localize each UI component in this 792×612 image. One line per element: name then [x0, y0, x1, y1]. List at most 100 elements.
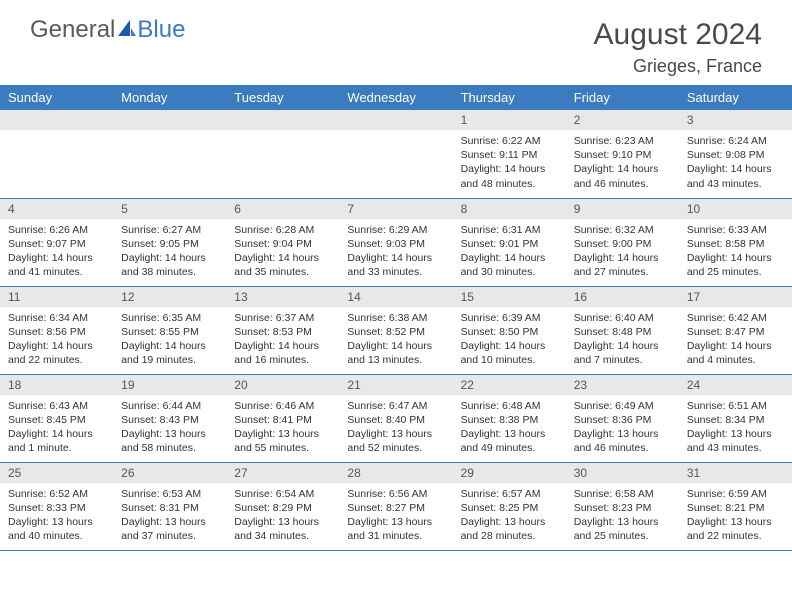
calendar-cell — [226, 110, 339, 198]
day-details: Sunrise: 6:37 AMSunset: 8:53 PMDaylight:… — [226, 307, 339, 374]
daylight-text: Daylight: 13 hours and 31 minutes. — [347, 515, 444, 543]
day-number — [339, 110, 452, 130]
calendar-cell: 7Sunrise: 6:29 AMSunset: 9:03 PMDaylight… — [339, 198, 452, 286]
day-details: Sunrise: 6:52 AMSunset: 8:33 PMDaylight:… — [0, 483, 113, 550]
sunrise-text: Sunrise: 6:51 AM — [687, 399, 784, 413]
sunset-text: Sunset: 8:40 PM — [347, 413, 444, 427]
day-details: Sunrise: 6:48 AMSunset: 8:38 PMDaylight:… — [453, 395, 566, 462]
calendar-week: 25Sunrise: 6:52 AMSunset: 8:33 PMDayligh… — [0, 462, 792, 550]
sunrise-text: Sunrise: 6:32 AM — [574, 223, 671, 237]
daylight-text: Daylight: 13 hours and 49 minutes. — [461, 427, 558, 455]
daylight-text: Daylight: 13 hours and 40 minutes. — [8, 515, 105, 543]
sunset-text: Sunset: 8:33 PM — [8, 501, 105, 515]
sunset-text: Sunset: 9:05 PM — [121, 237, 218, 251]
sunrise-text: Sunrise: 6:47 AM — [347, 399, 444, 413]
sunrise-text: Sunrise: 6:54 AM — [234, 487, 331, 501]
day-details: Sunrise: 6:42 AMSunset: 8:47 PMDaylight:… — [679, 307, 792, 374]
day-number: 8 — [453, 199, 566, 219]
sunrise-text: Sunrise: 6:35 AM — [121, 311, 218, 325]
sunset-text: Sunset: 9:07 PM — [8, 237, 105, 251]
day-details: Sunrise: 6:58 AMSunset: 8:23 PMDaylight:… — [566, 483, 679, 550]
sunrise-text: Sunrise: 6:58 AM — [574, 487, 671, 501]
calendar-cell: 23Sunrise: 6:49 AMSunset: 8:36 PMDayligh… — [566, 374, 679, 462]
day-number: 18 — [0, 375, 113, 395]
sunset-text: Sunset: 8:58 PM — [687, 237, 784, 251]
day-number: 12 — [113, 287, 226, 307]
calendar-cell: 25Sunrise: 6:52 AMSunset: 8:33 PMDayligh… — [0, 462, 113, 550]
daylight-text: Daylight: 13 hours and 22 minutes. — [687, 515, 784, 543]
weekday-header: Friday — [566, 85, 679, 110]
sunrise-text: Sunrise: 6:43 AM — [8, 399, 105, 413]
logo-text-blue: Blue — [137, 18, 185, 42]
calendar-cell: 31Sunrise: 6:59 AMSunset: 8:21 PMDayligh… — [679, 462, 792, 550]
calendar-cell: 1Sunrise: 6:22 AMSunset: 9:11 PMDaylight… — [453, 110, 566, 198]
location: Grieges, France — [594, 56, 762, 77]
daylight-text: Daylight: 13 hours and 55 minutes. — [234, 427, 331, 455]
daylight-text: Daylight: 13 hours and 58 minutes. — [121, 427, 218, 455]
daylight-text: Daylight: 14 hours and 38 minutes. — [121, 251, 218, 279]
day-details: Sunrise: 6:32 AMSunset: 9:00 PMDaylight:… — [566, 219, 679, 286]
day-number: 11 — [0, 287, 113, 307]
day-number: 31 — [679, 463, 792, 483]
sunrise-text: Sunrise: 6:37 AM — [234, 311, 331, 325]
sunset-text: Sunset: 8:43 PM — [121, 413, 218, 427]
daylight-text: Daylight: 14 hours and 19 minutes. — [121, 339, 218, 367]
calendar-cell: 10Sunrise: 6:33 AMSunset: 8:58 PMDayligh… — [679, 198, 792, 286]
day-details: Sunrise: 6:49 AMSunset: 8:36 PMDaylight:… — [566, 395, 679, 462]
day-number: 25 — [0, 463, 113, 483]
day-number: 21 — [339, 375, 452, 395]
day-number: 19 — [113, 375, 226, 395]
sunrise-text: Sunrise: 6:31 AM — [461, 223, 558, 237]
day-number: 1 — [453, 110, 566, 130]
daylight-text: Daylight: 14 hours and 25 minutes. — [687, 251, 784, 279]
sunset-text: Sunset: 8:21 PM — [687, 501, 784, 515]
day-details: Sunrise: 6:39 AMSunset: 8:50 PMDaylight:… — [453, 307, 566, 374]
day-details — [0, 130, 113, 140]
day-number — [0, 110, 113, 130]
calendar-cell: 9Sunrise: 6:32 AMSunset: 9:00 PMDaylight… — [566, 198, 679, 286]
sunrise-text: Sunrise: 6:48 AM — [461, 399, 558, 413]
day-number: 3 — [679, 110, 792, 130]
day-details: Sunrise: 6:26 AMSunset: 9:07 PMDaylight:… — [0, 219, 113, 286]
day-number: 4 — [0, 199, 113, 219]
calendar-cell: 17Sunrise: 6:42 AMSunset: 8:47 PMDayligh… — [679, 286, 792, 374]
daylight-text: Daylight: 14 hours and 22 minutes. — [8, 339, 105, 367]
calendar-cell — [0, 110, 113, 198]
day-details: Sunrise: 6:31 AMSunset: 9:01 PMDaylight:… — [453, 219, 566, 286]
calendar-week: 11Sunrise: 6:34 AMSunset: 8:56 PMDayligh… — [0, 286, 792, 374]
sunset-text: Sunset: 9:04 PM — [234, 237, 331, 251]
daylight-text: Daylight: 13 hours and 25 minutes. — [574, 515, 671, 543]
daylight-text: Daylight: 14 hours and 7 minutes. — [574, 339, 671, 367]
sunset-text: Sunset: 8:29 PM — [234, 501, 331, 515]
calendar-header-row: SundayMondayTuesdayWednesdayThursdayFrid… — [0, 85, 792, 110]
day-number: 30 — [566, 463, 679, 483]
daylight-text: Daylight: 14 hours and 1 minute. — [8, 427, 105, 455]
calendar-cell: 18Sunrise: 6:43 AMSunset: 8:45 PMDayligh… — [0, 374, 113, 462]
sunrise-text: Sunrise: 6:28 AM — [234, 223, 331, 237]
daylight-text: Daylight: 14 hours and 27 minutes. — [574, 251, 671, 279]
calendar-week: 4Sunrise: 6:26 AMSunset: 9:07 PMDaylight… — [0, 198, 792, 286]
day-details: Sunrise: 6:56 AMSunset: 8:27 PMDaylight:… — [339, 483, 452, 550]
sunset-text: Sunset: 8:53 PM — [234, 325, 331, 339]
day-details: Sunrise: 6:27 AMSunset: 9:05 PMDaylight:… — [113, 219, 226, 286]
calendar-week: 18Sunrise: 6:43 AMSunset: 8:45 PMDayligh… — [0, 374, 792, 462]
daylight-text: Daylight: 14 hours and 16 minutes. — [234, 339, 331, 367]
sunrise-text: Sunrise: 6:39 AM — [461, 311, 558, 325]
sunset-text: Sunset: 8:25 PM — [461, 501, 558, 515]
day-number: 29 — [453, 463, 566, 483]
sunrise-text: Sunrise: 6:53 AM — [121, 487, 218, 501]
calendar-cell: 24Sunrise: 6:51 AMSunset: 8:34 PMDayligh… — [679, 374, 792, 462]
day-details: Sunrise: 6:29 AMSunset: 9:03 PMDaylight:… — [339, 219, 452, 286]
calendar-cell: 5Sunrise: 6:27 AMSunset: 9:05 PMDaylight… — [113, 198, 226, 286]
sunrise-text: Sunrise: 6:27 AM — [121, 223, 218, 237]
day-details: Sunrise: 6:43 AMSunset: 8:45 PMDaylight:… — [0, 395, 113, 462]
sunset-text: Sunset: 9:03 PM — [347, 237, 444, 251]
day-details — [226, 130, 339, 140]
calendar-cell: 28Sunrise: 6:56 AMSunset: 8:27 PMDayligh… — [339, 462, 452, 550]
header: General Blue August 2024 Grieges, France — [0, 0, 792, 85]
sunrise-text: Sunrise: 6:57 AM — [461, 487, 558, 501]
day-details: Sunrise: 6:24 AMSunset: 9:08 PMDaylight:… — [679, 130, 792, 197]
sunset-text: Sunset: 8:27 PM — [347, 501, 444, 515]
sunset-text: Sunset: 8:47 PM — [687, 325, 784, 339]
day-number: 26 — [113, 463, 226, 483]
